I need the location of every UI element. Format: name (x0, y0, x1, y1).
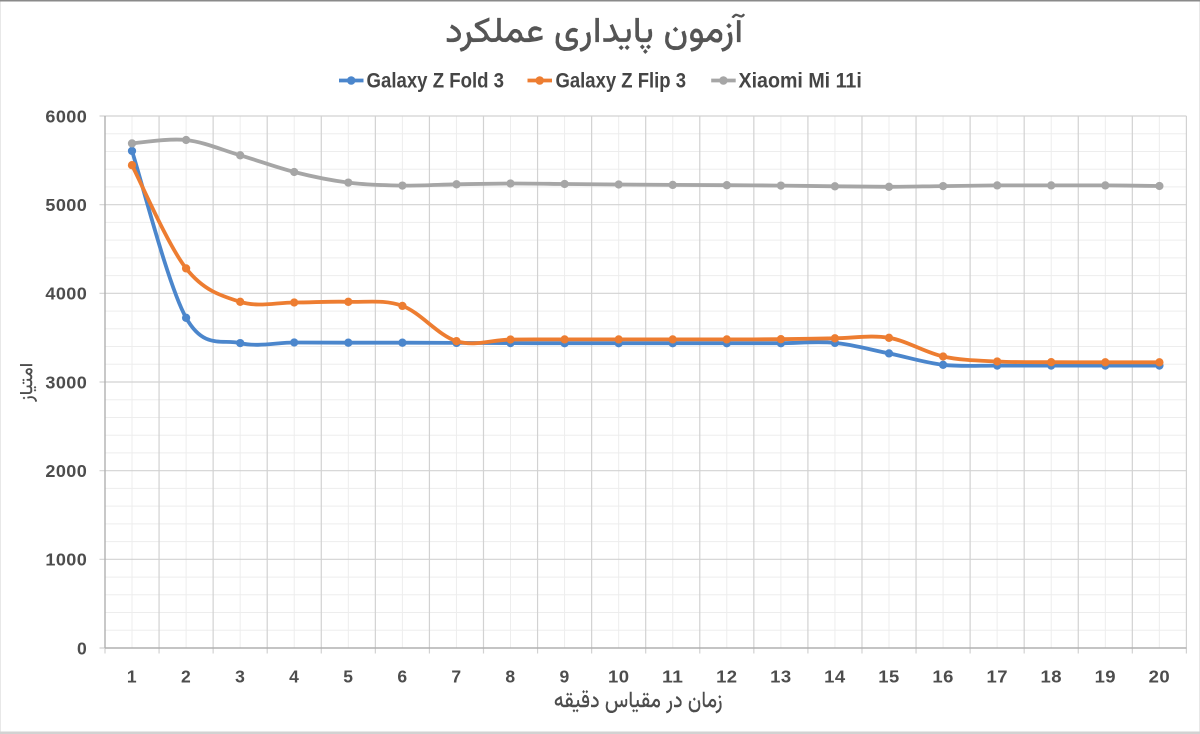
svg-text:3000: 3000 (45, 372, 87, 392)
svg-text:5000: 5000 (45, 195, 87, 215)
svg-text:1: 1 (127, 667, 137, 687)
svg-text:18: 18 (1041, 667, 1062, 687)
svg-text:19: 19 (1095, 667, 1116, 687)
svg-text:10: 10 (608, 667, 629, 687)
svg-text:15: 15 (878, 667, 899, 687)
svg-text:9: 9 (560, 667, 570, 687)
svg-text:13: 13 (770, 667, 791, 687)
svg-text:5: 5 (343, 667, 353, 687)
svg-text:Galaxy Z Fold 3: Galaxy Z Fold 3 (367, 69, 505, 93)
svg-text:8: 8 (505, 667, 515, 687)
svg-text:Xiaomi Mi 11i: Xiaomi Mi 11i (739, 69, 862, 93)
svg-text:20: 20 (1149, 667, 1170, 687)
svg-text:6000: 6000 (45, 106, 87, 126)
svg-text:2: 2 (181, 667, 191, 687)
svg-text:1000: 1000 (45, 550, 87, 570)
svg-text:7: 7 (451, 667, 461, 687)
svg-text:17: 17 (987, 667, 1008, 687)
svg-text:11: 11 (662, 667, 683, 687)
svg-text:4: 4 (289, 667, 299, 687)
svg-text:12: 12 (716, 667, 737, 687)
svg-text:2000: 2000 (45, 461, 87, 481)
svg-text:Galaxy Z Flip 3: Galaxy Z Flip 3 (556, 69, 687, 93)
svg-text:4000: 4000 (45, 284, 87, 304)
svg-text:3: 3 (235, 667, 245, 687)
svg-text:16: 16 (932, 667, 953, 687)
svg-text:14: 14 (824, 667, 845, 687)
svg-text:0: 0 (77, 638, 87, 658)
svg-text:6: 6 (397, 667, 407, 687)
